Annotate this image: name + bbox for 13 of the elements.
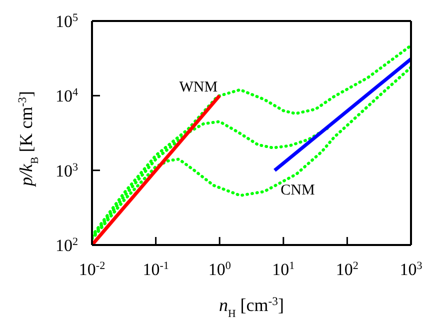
y-tick-label: 10$^{2}$ (55, 236, 78, 255)
x-axis-title: n$_{H}$ [cm$^{-3}$] (218, 294, 284, 320)
annotation: WNM (179, 80, 218, 96)
x-tick-label: 10$^{-1}$ (142, 260, 169, 279)
y-tick-label: 10$^{4}$ (55, 86, 78, 106)
x-tick-label: 10$^{-2}$ (78, 260, 106, 279)
x-tick-label: 10$^{1}$ (272, 260, 295, 279)
y-tick-label: 10$^{3}$ (55, 161, 78, 180)
x-tick-label: 10$^{2}$ (336, 260, 358, 279)
x-tick-label: 10$^{0}$ (208, 260, 232, 279)
annotation: CNM (280, 182, 315, 198)
y-tick-label: 10$^{5}$ (55, 12, 78, 31)
x-tick-label: 10$^{3}$ (400, 260, 423, 279)
